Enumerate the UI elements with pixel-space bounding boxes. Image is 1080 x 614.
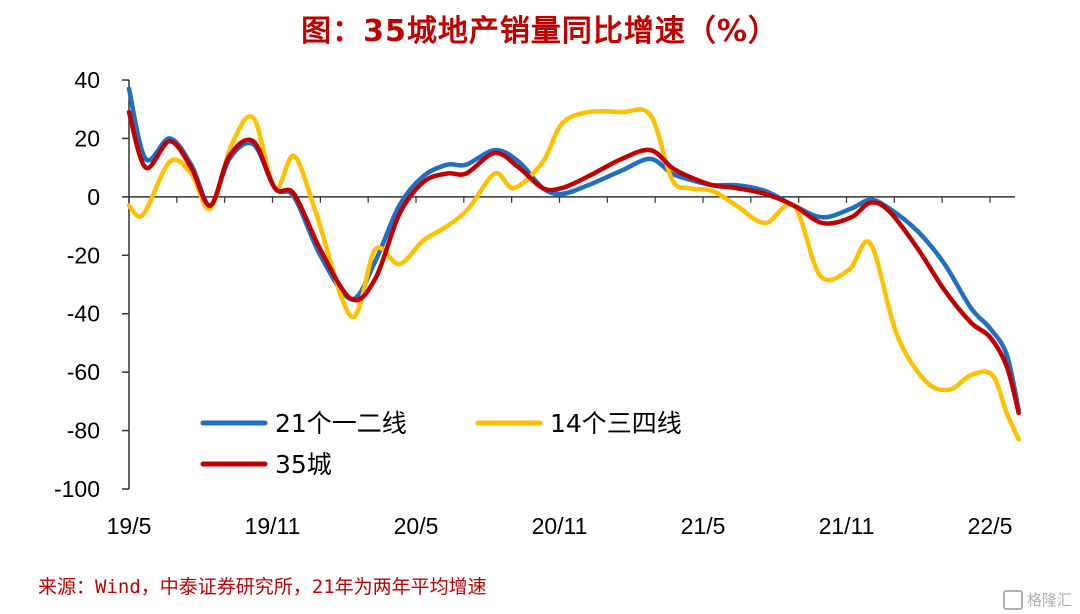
x-tick-label: 21/5	[681, 513, 726, 539]
x-tick-label: 19/11	[245, 513, 301, 539]
chart-title: 图：35城地产销量同比增速（%）	[301, 14, 779, 49]
axes: 40 20 0 -20 -40 -60 -80 -100 19/5 19/11 20/5 20/11 2…	[54, 67, 1015, 539]
y-tick-label: 0	[87, 184, 100, 210]
watermark-logo-icon	[1002, 589, 1023, 610]
series-line-3	[126, 109, 1021, 416]
x-tick-label: 20/11	[532, 513, 588, 539]
y-tick-label: -100	[54, 476, 100, 502]
legend: 21个一二线 14个三四线 35城	[200, 409, 682, 479]
y-tick-label: 40	[74, 67, 100, 93]
watermark-text: 格隆汇	[1026, 591, 1072, 609]
watermark: 格隆汇	[1002, 589, 1072, 610]
series-lines	[126, 86, 1021, 442]
y-tick-label: -60	[67, 359, 100, 385]
source-note: 来源：Wind，中泰证券研究所，21年为两年平均增速	[38, 576, 487, 598]
y-tick-label: -20	[67, 242, 100, 268]
legend-label: 35城	[275, 450, 332, 479]
x-tick-label: 19/5	[107, 513, 152, 539]
x-tick-label: 20/5	[394, 513, 439, 539]
x-tick-label: 21/11	[819, 513, 875, 539]
x-tick-label: 22/5	[968, 513, 1013, 539]
y-tick-label: -40	[67, 301, 100, 327]
y-tick-label: -80	[67, 418, 100, 444]
y-tick-label: 20	[74, 125, 100, 151]
legend-label: 21个一二线	[275, 409, 407, 438]
legend-label: 14个三四线	[550, 409, 682, 438]
series-line-2	[126, 107, 1021, 442]
